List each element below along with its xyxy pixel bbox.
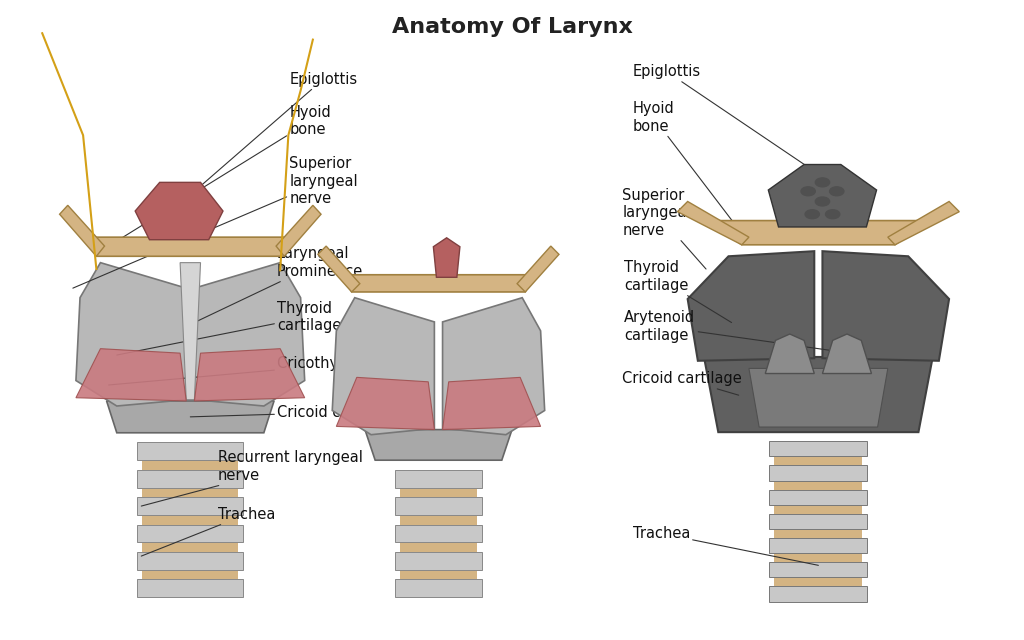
Text: Thyroid
cartilage: Thyroid cartilage	[625, 260, 731, 323]
Polygon shape	[774, 577, 862, 586]
Polygon shape	[135, 182, 223, 240]
Polygon shape	[703, 357, 933, 432]
Text: Superior
laryngeal
nerve: Superior laryngeal nerve	[73, 156, 358, 288]
Polygon shape	[142, 542, 239, 552]
Polygon shape	[394, 470, 482, 488]
Polygon shape	[142, 570, 239, 579]
Polygon shape	[276, 205, 322, 256]
Polygon shape	[195, 262, 305, 406]
Text: Laryngeal
Prominence: Laryngeal Prominence	[186, 246, 364, 326]
Text: Epiglottis: Epiglottis	[633, 64, 833, 184]
Polygon shape	[394, 497, 482, 515]
Polygon shape	[137, 579, 244, 597]
Polygon shape	[76, 349, 186, 401]
Polygon shape	[318, 246, 359, 292]
Text: Anatomy Of Larynx: Anatomy Of Larynx	[391, 17, 633, 37]
Circle shape	[815, 178, 829, 187]
Polygon shape	[769, 562, 867, 577]
Polygon shape	[344, 275, 532, 292]
Polygon shape	[137, 497, 244, 515]
Polygon shape	[399, 515, 477, 525]
Polygon shape	[336, 378, 434, 429]
Polygon shape	[399, 542, 477, 552]
Polygon shape	[195, 349, 305, 401]
Polygon shape	[142, 488, 239, 497]
Polygon shape	[769, 465, 867, 481]
Text: Cricothyroid muscle: Cricothyroid muscle	[109, 356, 423, 385]
Text: Epiglottis: Epiglottis	[188, 72, 357, 196]
Circle shape	[815, 197, 829, 206]
Text: Cricoid cartilage: Cricoid cartilage	[190, 405, 397, 420]
Circle shape	[805, 210, 819, 219]
Circle shape	[825, 210, 840, 219]
Text: Superior
laryngeal
nerve: Superior laryngeal nerve	[623, 188, 706, 269]
Text: Arytenoid
cartilage: Arytenoid cartilage	[625, 310, 859, 355]
Polygon shape	[769, 490, 867, 505]
Polygon shape	[394, 579, 482, 597]
Polygon shape	[365, 429, 512, 460]
Polygon shape	[442, 378, 541, 429]
Polygon shape	[399, 570, 477, 579]
Polygon shape	[769, 514, 867, 529]
Circle shape	[829, 187, 844, 196]
Polygon shape	[76, 262, 186, 406]
Polygon shape	[822, 334, 871, 374]
Circle shape	[801, 187, 815, 196]
Polygon shape	[708, 221, 929, 245]
Polygon shape	[822, 251, 949, 361]
Polygon shape	[137, 525, 244, 542]
Polygon shape	[137, 442, 244, 460]
Text: Recurrent laryngeal
nerve: Recurrent laryngeal nerve	[141, 451, 362, 506]
Polygon shape	[769, 538, 867, 553]
Polygon shape	[433, 238, 460, 277]
Polygon shape	[59, 205, 104, 256]
Polygon shape	[769, 441, 867, 456]
Polygon shape	[137, 470, 244, 488]
Polygon shape	[90, 237, 291, 256]
Polygon shape	[765, 334, 814, 374]
Polygon shape	[142, 515, 239, 525]
Polygon shape	[142, 460, 239, 470]
Polygon shape	[774, 529, 862, 538]
Text: Trachea: Trachea	[633, 526, 818, 565]
Polygon shape	[442, 298, 545, 435]
Polygon shape	[688, 251, 814, 361]
Polygon shape	[180, 262, 201, 399]
Polygon shape	[517, 246, 559, 292]
Polygon shape	[332, 298, 434, 435]
Polygon shape	[749, 369, 888, 427]
Polygon shape	[106, 401, 274, 433]
Polygon shape	[399, 488, 477, 497]
Polygon shape	[774, 553, 862, 562]
Text: Cricoid cartilage: Cricoid cartilage	[623, 371, 742, 395]
Polygon shape	[678, 202, 749, 245]
Polygon shape	[774, 456, 862, 465]
Polygon shape	[774, 505, 862, 514]
Polygon shape	[394, 525, 482, 542]
Polygon shape	[137, 552, 244, 570]
Text: Hyoid
bone: Hyoid bone	[109, 105, 331, 246]
Text: Hyoid
bone: Hyoid bone	[633, 101, 741, 234]
Polygon shape	[774, 481, 862, 490]
Text: Thyroid
cartilage: Thyroid cartilage	[117, 301, 341, 355]
Text: Trachea: Trachea	[141, 507, 275, 556]
Polygon shape	[888, 202, 959, 245]
Polygon shape	[768, 164, 877, 227]
Polygon shape	[394, 552, 482, 570]
Polygon shape	[769, 586, 867, 602]
